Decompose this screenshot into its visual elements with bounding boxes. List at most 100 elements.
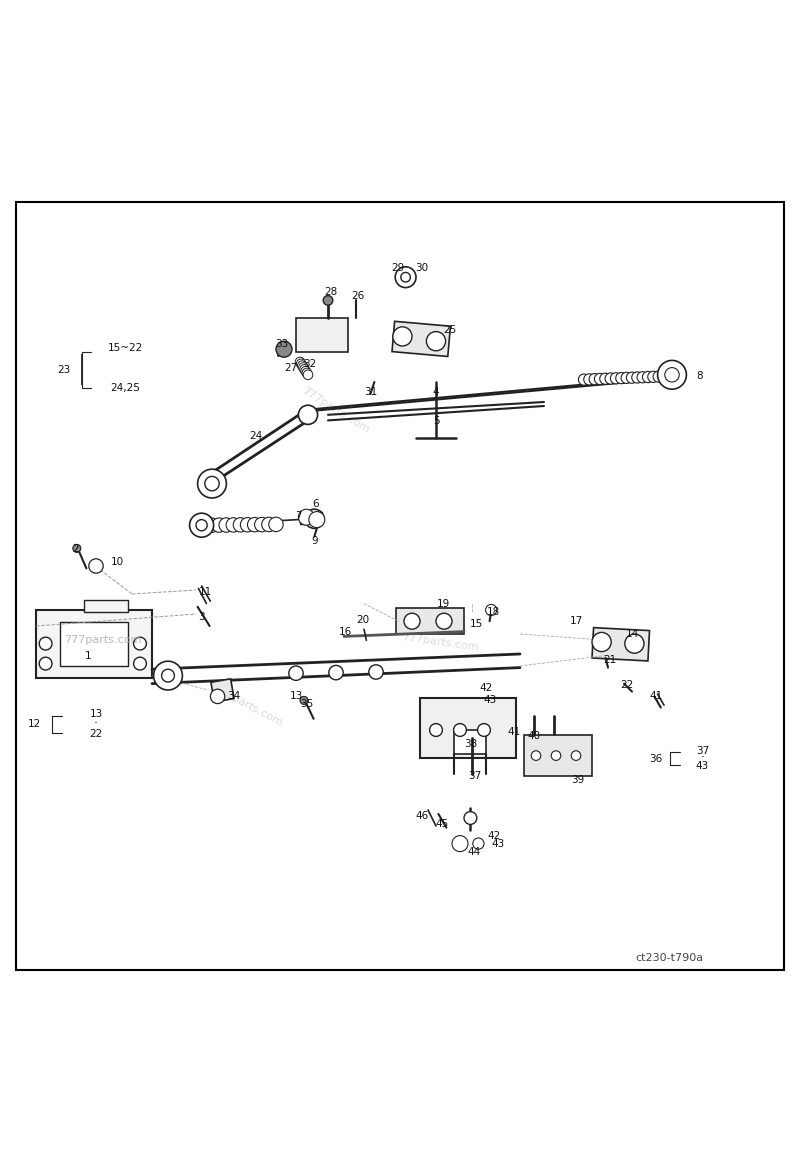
- Circle shape: [578, 374, 590, 386]
- Text: 15~22: 15~22: [108, 342, 143, 353]
- Text: 11: 11: [199, 587, 212, 598]
- Text: 12: 12: [28, 718, 41, 729]
- Circle shape: [162, 669, 174, 682]
- Circle shape: [303, 370, 313, 380]
- Circle shape: [196, 519, 207, 531]
- Circle shape: [584, 374, 595, 384]
- Text: 42: 42: [480, 683, 493, 694]
- Text: 8: 8: [697, 372, 703, 381]
- Text: 34: 34: [227, 690, 240, 701]
- Text: 4: 4: [433, 387, 439, 396]
- Circle shape: [296, 359, 306, 369]
- Text: 46: 46: [416, 811, 429, 820]
- Circle shape: [234, 518, 248, 532]
- Circle shape: [637, 372, 648, 383]
- Circle shape: [298, 361, 307, 370]
- Text: 41: 41: [650, 690, 662, 701]
- Text: 3: 3: [198, 612, 205, 622]
- Circle shape: [240, 518, 254, 532]
- Circle shape: [219, 518, 234, 532]
- Circle shape: [464, 811, 477, 824]
- Circle shape: [247, 518, 262, 532]
- Text: 777parts.com: 777parts.com: [64, 635, 142, 646]
- Circle shape: [621, 373, 632, 383]
- Circle shape: [486, 605, 497, 615]
- Text: 2: 2: [73, 544, 79, 554]
- Text: 777parts.com: 777parts.com: [301, 386, 371, 435]
- Text: 30: 30: [415, 264, 428, 273]
- Circle shape: [642, 372, 654, 382]
- Circle shape: [658, 361, 686, 389]
- Text: 41: 41: [508, 727, 521, 736]
- Text: 39: 39: [571, 775, 584, 784]
- Circle shape: [369, 665, 383, 680]
- Circle shape: [254, 517, 269, 532]
- Text: 42: 42: [488, 831, 501, 841]
- Circle shape: [452, 836, 468, 852]
- Text: 33: 33: [275, 339, 288, 348]
- Circle shape: [571, 751, 581, 761]
- Text: 38: 38: [464, 740, 477, 749]
- Circle shape: [205, 518, 219, 532]
- Circle shape: [658, 370, 670, 382]
- Text: 9: 9: [311, 537, 318, 546]
- Text: 20: 20: [356, 614, 369, 625]
- Text: 43: 43: [484, 695, 497, 706]
- Text: 35: 35: [301, 700, 314, 709]
- Text: 29: 29: [391, 264, 404, 273]
- Text: 16: 16: [339, 627, 352, 638]
- Text: 37: 37: [469, 771, 482, 781]
- Text: 25: 25: [443, 325, 456, 335]
- Circle shape: [295, 357, 305, 367]
- Text: 24,25: 24,25: [110, 382, 141, 393]
- Circle shape: [300, 364, 310, 374]
- Circle shape: [473, 838, 484, 850]
- Text: 22: 22: [620, 680, 633, 690]
- Circle shape: [329, 666, 343, 680]
- Bar: [60, 622, 128, 666]
- Circle shape: [610, 373, 622, 384]
- Circle shape: [665, 368, 679, 382]
- Circle shape: [625, 634, 644, 653]
- Text: 14: 14: [626, 629, 638, 639]
- Text: 24: 24: [250, 430, 262, 441]
- Text: ·: ·: [701, 751, 704, 764]
- Circle shape: [302, 368, 312, 377]
- Text: ·: ·: [94, 717, 98, 730]
- Circle shape: [594, 374, 606, 384]
- Text: 45: 45: [436, 819, 449, 830]
- Circle shape: [393, 327, 412, 346]
- Text: ct230-t790a: ct230-t790a: [636, 953, 704, 963]
- Bar: [392, 321, 450, 356]
- Circle shape: [298, 362, 308, 373]
- Circle shape: [73, 545, 81, 552]
- Text: 26: 26: [351, 292, 364, 301]
- Text: 22: 22: [90, 729, 102, 740]
- Text: 21: 21: [603, 655, 616, 665]
- Circle shape: [404, 613, 420, 629]
- Circle shape: [430, 723, 442, 736]
- Text: 6: 6: [313, 499, 319, 510]
- Circle shape: [276, 341, 292, 357]
- Bar: [211, 679, 234, 702]
- Text: 19: 19: [437, 599, 450, 608]
- Circle shape: [551, 751, 561, 761]
- Text: 18: 18: [487, 607, 500, 616]
- Text: 777parts.com: 777parts.com: [211, 683, 285, 729]
- Circle shape: [298, 406, 318, 424]
- Circle shape: [298, 509, 314, 525]
- Text: 7: 7: [295, 511, 302, 522]
- Circle shape: [134, 638, 146, 650]
- Text: 43: 43: [696, 761, 709, 771]
- Circle shape: [301, 367, 310, 376]
- Circle shape: [134, 657, 146, 670]
- Circle shape: [309, 512, 325, 527]
- Text: 43: 43: [492, 839, 505, 850]
- Circle shape: [531, 751, 541, 761]
- Circle shape: [262, 517, 276, 532]
- Text: 17: 17: [570, 616, 582, 626]
- Text: 44: 44: [468, 846, 481, 857]
- Circle shape: [478, 723, 490, 736]
- Circle shape: [212, 518, 226, 532]
- Circle shape: [289, 666, 303, 681]
